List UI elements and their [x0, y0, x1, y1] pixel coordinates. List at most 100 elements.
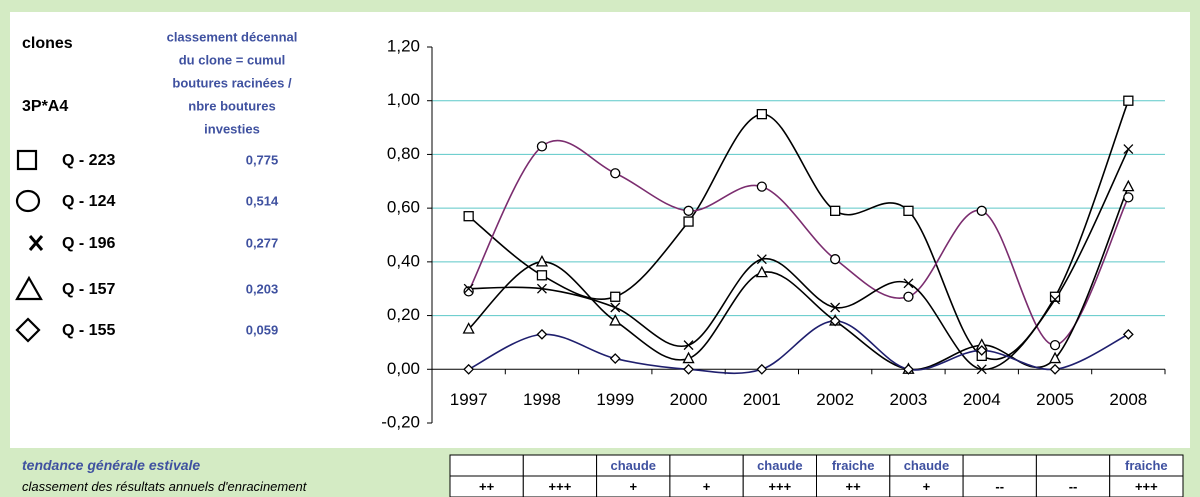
- x-tick-label: 2001: [743, 390, 781, 409]
- legend-score: 0,775: [246, 152, 279, 167]
- table-cell: [522, 454, 598, 477]
- legend-symbol: [15, 317, 41, 343]
- table-cell-text: +++: [768, 479, 791, 494]
- legend-symbol: [16, 149, 38, 171]
- marker-diamond: [976, 345, 988, 356]
- legend-label: Q - 124: [62, 193, 115, 210]
- x-tick-label: 2002: [816, 390, 854, 409]
- marker-triangle: [1122, 179, 1135, 192]
- y-tick-label: 0,60: [387, 198, 420, 217]
- table-cell: [1035, 454, 1111, 477]
- legend-label: Q - 157: [62, 281, 115, 298]
- table-cell-text: +: [703, 479, 711, 494]
- marker-circle: [1123, 192, 1134, 203]
- legend-symbol: [15, 275, 43, 301]
- table-cell: [962, 454, 1037, 477]
- y-tick-label: 0,80: [387, 144, 420, 163]
- marker-x: [536, 283, 547, 294]
- marker-triangle: [682, 351, 695, 364]
- score-header: classement décennal: [167, 29, 298, 44]
- x-tick-label: 2008: [1109, 390, 1147, 409]
- score-header: investies: [204, 121, 260, 136]
- y-tick-label: 0,40: [387, 251, 420, 270]
- series-line: [468, 148, 1130, 371]
- marker-diamond: [756, 363, 768, 375]
- marker-square: [1123, 95, 1134, 106]
- marker-square: [683, 216, 694, 227]
- marker-x: [463, 283, 474, 294]
- marker-diamond: [903, 363, 914, 375]
- y-tick-label: 0,00: [387, 359, 420, 378]
- marker-circle: [830, 254, 841, 265]
- score-header: du clone = cumul: [179, 52, 286, 67]
- legend-score: 0,059: [246, 322, 279, 337]
- marker-triangle: [609, 314, 622, 326]
- marker-x: [1123, 144, 1134, 155]
- x-tick-label: 1997: [450, 390, 488, 409]
- y-tick-label: -0,20: [381, 412, 420, 431]
- table-row-label: tendance générale estivale: [22, 457, 200, 473]
- marker-square: [610, 291, 621, 302]
- table-cell: [1109, 475, 1184, 497]
- marker-triangle: [462, 322, 475, 334]
- marker-x: [1050, 294, 1061, 305]
- y-tick-label: 1,20: [387, 36, 420, 55]
- marker-diamond: [463, 363, 475, 375]
- marker-triangle: [755, 265, 768, 278]
- y-tick-label: 1,00: [387, 90, 420, 109]
- legend-header: clones: [22, 35, 73, 52]
- marker-x: [756, 254, 767, 265]
- marker-x: [976, 364, 987, 375]
- legend-symbol: [15, 189, 41, 213]
- marker-square: [463, 211, 474, 222]
- marker-square: [830, 205, 841, 216]
- table-cell-text: --: [1069, 479, 1078, 494]
- table-cell-text: +++: [549, 479, 572, 494]
- table-cell-text: +: [923, 479, 931, 494]
- x-tick-label: 2005: [1036, 390, 1074, 409]
- table-cell-text: chaude: [904, 458, 950, 473]
- marker-circle: [1049, 339, 1061, 351]
- table-cell-text: +++: [1135, 479, 1158, 494]
- marker-circle: [463, 286, 474, 297]
- x-tick-label: 1999: [596, 390, 634, 409]
- series-line: [468, 320, 1129, 375]
- x-tick-label: 2000: [670, 390, 708, 409]
- marker-square: [756, 108, 767, 120]
- marker-square: [903, 205, 914, 216]
- marker-diamond: [683, 363, 694, 375]
- marker-circle: [610, 168, 621, 179]
- legend-label: Q - 196: [62, 235, 115, 252]
- legend-score: 0,514: [246, 193, 279, 208]
- marker-circle: [903, 291, 914, 302]
- marker-circle: [756, 181, 767, 192]
- x-tick-label: 2004: [963, 390, 1001, 409]
- table-cell-text: ++: [846, 479, 862, 494]
- x-tick-label: 1998: [523, 390, 561, 409]
- table-cell-text: ++: [479, 479, 495, 494]
- marker-diamond: [1122, 328, 1134, 340]
- table-cell-text: chaude: [610, 458, 656, 473]
- marker-square: [1049, 291, 1061, 302]
- legend-label: Q - 223: [62, 152, 115, 169]
- legend-score: 0,277: [246, 235, 279, 250]
- legend-symbol: [28, 235, 44, 251]
- x-tick-label: 2003: [890, 390, 928, 409]
- marker-circle: [683, 205, 694, 216]
- marker-diamond: [829, 315, 841, 327]
- marker-x: [610, 302, 621, 313]
- marker-square: [536, 270, 548, 281]
- marker-diamond: [609, 353, 621, 364]
- marker-x: [830, 302, 841, 313]
- table-cell-text: chaude: [757, 458, 803, 473]
- marker-x: [903, 278, 914, 289]
- table-cell: [449, 454, 524, 477]
- table-cell-text: +: [629, 479, 637, 494]
- marker-triangle: [1048, 351, 1062, 364]
- legend-subheader: 3P*A4: [22, 98, 68, 115]
- score-header: nbre boutures: [188, 98, 275, 113]
- marker-triangle: [535, 254, 549, 267]
- table-cell: [669, 454, 744, 477]
- legend-label: Q - 155: [62, 322, 115, 339]
